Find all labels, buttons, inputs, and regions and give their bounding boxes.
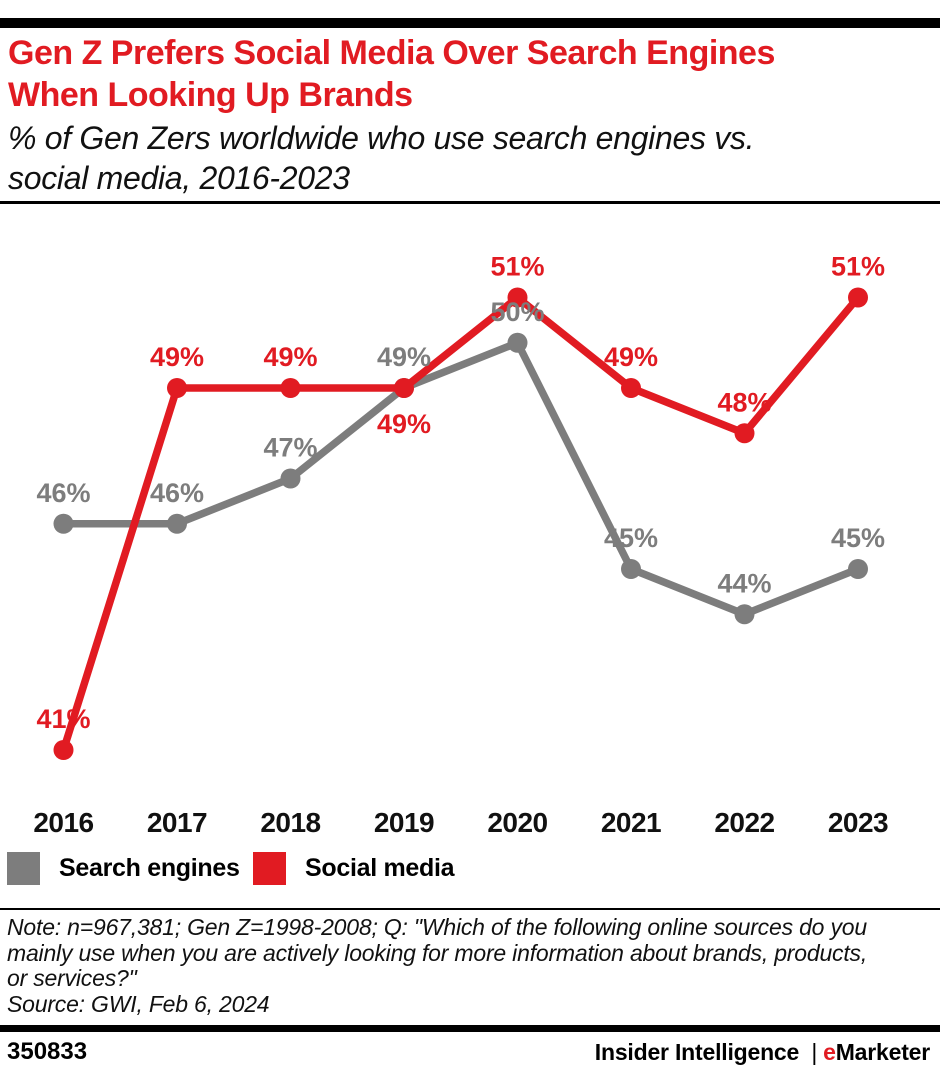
social-media-point-2019 [394,378,414,398]
chart-id: 350833 [7,1038,88,1065]
footer: 350833 Insider Intelligence | eMarketer [0,1038,940,1066]
social-media-label-2019: 49% [377,409,431,439]
social-media-point-2021 [621,378,641,398]
search-engines-line [59,339,862,618]
search-engines-label-2022: 44% [717,568,771,598]
brand-insider-intelligence: Insider Intelligence [594,1039,800,1065]
social-media-point-2017 [167,378,187,398]
note-line3: or services?" [7,965,137,991]
search-engines-point-2023 [848,559,868,579]
search-engines-label-2021: 45% [604,523,658,553]
x-axis-label-2023: 2023 [828,807,888,838]
note-line2: mainly use when you are actively looking… [7,939,868,966]
note-block: Note: n=967,381; Gen Z=1998-2008; Q: "Wh… [7,914,933,1017]
social-media-label-2022: 48% [717,387,771,417]
source-line: Source: GWI, Feb 6, 2024 [7,990,270,1017]
social-media-point-2022 [734,423,755,444]
page-title-line2: When Looking Up Brands [8,76,413,114]
legend: Search engines Social media [0,852,940,886]
search-engines-point-2017 [167,513,187,534]
search-engines-label-2020: 50% [490,297,544,327]
page-subtitle: % of Gen Zers worldwide who use search e… [8,118,932,198]
search-engines-point-2018 [280,468,301,489]
search-engines-label-2019: 49% [377,342,431,372]
legend-item-social-media: Social media [253,852,455,885]
search-engines-label-2016: 46% [36,478,90,508]
brand-emarketer-rest: Marketer [835,1039,930,1065]
x-axis-label-2021: 2021 [601,807,661,838]
search-engines-label-2023: 45% [831,523,885,553]
search-engines-point-2016 [53,513,74,534]
x-axis-label-2016: 2016 [33,807,93,838]
x-axis-label-2022: 2022 [714,807,774,838]
social-media-label-2016: 41% [36,704,90,734]
page-title-line1: Gen Z Prefers Social Media Over Search E… [8,34,775,72]
search-engines-label-2018: 47% [263,433,317,463]
brand-lockup: Insider Intelligence | eMarketer [595,1039,930,1066]
x-axis-label-2020: 2020 [487,807,547,838]
page-title: Gen Z Prefers Social Media Over Search E… [8,32,932,116]
social-media-point-2018 [280,378,301,398]
line-chart: 46% 46% 47% 49% 50% 45% 44% 45% 41% 49% 49% 49% 51% 4… [33,252,888,839]
x-axis-label-2019: 2019 [374,807,434,838]
header-divider [0,201,940,204]
note-divider [0,908,940,910]
social-media-line [59,293,862,754]
social-media-label-2021: 49% [604,342,658,372]
social-media-point-2023 [848,287,868,308]
x-axis-label-2018: 2018 [260,807,320,838]
search-engines-point-2022 [734,604,755,625]
social-media-point-2020 [507,287,528,308]
social-media-label-2018: 49% [263,342,317,372]
search-engines-point-2020 [507,332,528,353]
bottom-bar [0,1025,940,1032]
legend-swatch-social-media [253,852,286,885]
social-media-label-2017: 49% [150,342,204,372]
x-axis-label-2017: 2017 [147,807,207,838]
top-bar [0,18,940,28]
social-media-point-2016 [53,740,74,760]
social-media-label-2020: 51% [490,252,544,282]
brand-separator: | [811,1039,818,1065]
search-engines-point-2021 [621,559,641,579]
search-engines-label-2017: 46% [150,478,204,508]
legend-label-search-engines: Search engines [59,854,240,882]
legend-label-social-media: Social media [305,854,455,882]
brand-emarketer-e: e [823,1039,836,1065]
legend-item-search-engines: Search engines [7,852,240,885]
page-subtitle-line1: % of Gen Zers worldwide who use search e… [8,120,755,156]
page-subtitle-line2: social media, 2016-2023 [8,160,350,196]
social-media-label-2023: 51% [831,252,885,282]
legend-swatch-search-engines [7,852,40,885]
note-line1: Note: n=967,381; Gen Z=1998-2008; Q: "Wh… [7,914,867,940]
